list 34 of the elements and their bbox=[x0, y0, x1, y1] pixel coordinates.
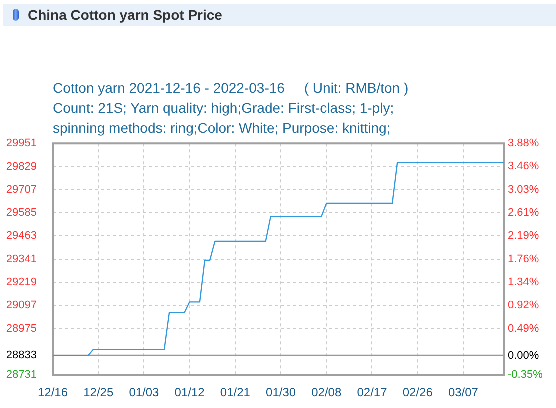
y-tick-label: 29707 bbox=[6, 184, 37, 196]
y-tick-label: 28731 bbox=[6, 369, 37, 382]
x-tick-label: 03/07 bbox=[448, 386, 479, 400]
y2-tick-label: -0.35% bbox=[508, 369, 544, 382]
y2-tick-label: 3.03% bbox=[508, 184, 540, 196]
y2-tick-label: 3.88% bbox=[508, 138, 540, 150]
chart-subtitle: Cotton yarn 2021-12-16 - 2022-03-16 ( Unit: RMB/ton ) Count: 21S; Yarn quality: high;Grade: First-class; 1-ply; spinning methods: ring;Color: White; Purpose: knitting; bbox=[53, 79, 409, 138]
x-tick-label: 02/17 bbox=[357, 386, 388, 400]
y-tick-label: 29463 bbox=[6, 230, 37, 242]
y-tick-label: 28975 bbox=[6, 322, 37, 335]
x-tick-label: 01/12 bbox=[174, 386, 206, 400]
y-tick-label: 29219 bbox=[6, 276, 37, 288]
x-tick-label: 12/16 bbox=[38, 386, 68, 400]
y2-tick-label: 1.34% bbox=[508, 276, 540, 289]
y2-tick-label: 1.76% bbox=[508, 254, 540, 266]
y2-tick-label: 2.19% bbox=[508, 230, 540, 242]
x-tick-label: 01/21 bbox=[220, 386, 251, 400]
y-tick-label: 29585 bbox=[6, 207, 37, 220]
y2-tick-label: 2.61% bbox=[508, 207, 540, 220]
x-tick-label: 01/30 bbox=[266, 386, 296, 400]
y-tick-label: 29097 bbox=[6, 300, 37, 312]
y2-tick-label: 0.92% bbox=[508, 300, 540, 312]
chart-title: China Cotton yarn Spot Price bbox=[28, 7, 222, 23]
x-tick-label: 12/25 bbox=[84, 386, 114, 400]
y2-tick-label: 3.46% bbox=[508, 160, 540, 173]
y-tick-label: 29951 bbox=[6, 138, 37, 150]
y-tick-label: 29829 bbox=[6, 160, 37, 173]
y2-tick-label: 0.00% bbox=[508, 350, 540, 362]
y2-tick-label: 0.49% bbox=[508, 323, 540, 336]
x-tick-label: 02/26 bbox=[402, 386, 434, 400]
x-tick-label: 01/03 bbox=[129, 386, 160, 400]
y-tick-label: 29341 bbox=[6, 253, 37, 266]
y-tick-label: 28833 bbox=[6, 350, 37, 362]
x-tick-label: 02/08 bbox=[312, 386, 342, 400]
